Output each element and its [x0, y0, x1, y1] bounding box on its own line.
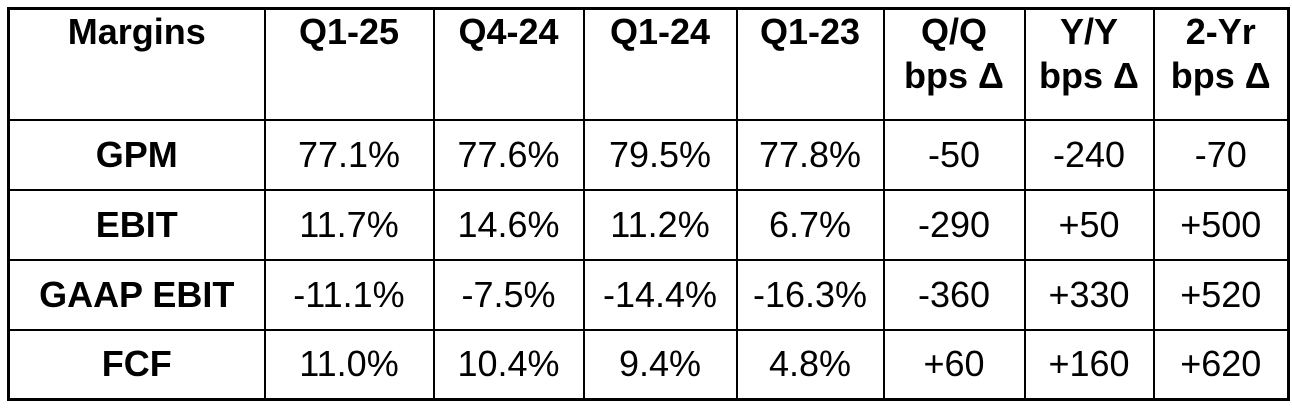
table-row-gpm: GPM 77.1% 77.6% 79.5% 77.8% -50 -240 -70 [7, 118, 1290, 191]
header-row: Margins Q1-25 Q4-24 Q1-24 Q1-23 [7, 7, 1290, 121]
data-cell: -240 [1023, 118, 1155, 191]
data-cell: +620 [1152, 328, 1290, 401]
data-cell: -16.3% [735, 258, 885, 331]
data-cell: -50 [882, 118, 1026, 191]
data-cell: 10.4% [432, 328, 585, 401]
row-label-ebit: EBIT [7, 188, 266, 261]
data-cell: +500 [1152, 188, 1290, 261]
header-label: Q1-24 [609, 11, 711, 52]
header-label: Margins [67, 11, 206, 52]
table-row-ebit: EBIT 11.7% 14.6% 11.2% 6.7% -290 +50 +50… [7, 188, 1290, 261]
header-cell-qq-bps: Q/Q bps Δ [882, 7, 1026, 121]
header-label: Q1-25 [298, 11, 400, 52]
header-sublabel: bps Δ [904, 55, 1004, 96]
header-label: 2-Yr [1185, 11, 1256, 52]
data-cell: 4.8% [735, 328, 885, 401]
header-cell-yy-bps: Y/Y bps Δ [1023, 7, 1155, 121]
data-cell: -11.1% [263, 258, 435, 331]
data-cell: 77.6% [432, 118, 585, 191]
row-label-fcf: FCF [7, 328, 266, 401]
margins-table-sheet: Margins Q1-25 Q4-24 Q1-24 Q1-23 [7, 7, 1290, 401]
data-cell: 11.2% [582, 188, 738, 261]
data-cell: +520 [1152, 258, 1290, 331]
data-cell: +160 [1023, 328, 1155, 401]
table-row-gaap-ebit: GAAP EBIT -11.1% -7.5% -14.4% -16.3% -36… [7, 258, 1290, 331]
data-cell: -290 [882, 188, 1026, 261]
data-cell: 14.6% [432, 188, 585, 261]
header-cell-q4-24: Q4-24 [432, 7, 585, 121]
data-cell: +50 [1023, 188, 1155, 261]
data-cell: +330 [1023, 258, 1155, 331]
data-cell: 77.8% [735, 118, 885, 191]
margins-table: Margins Q1-25 Q4-24 Q1-24 Q1-23 [7, 7, 1290, 401]
header-cell-q1-25: Q1-25 [263, 7, 435, 121]
data-cell: 11.0% [263, 328, 435, 401]
row-label-gaap-ebit: GAAP EBIT [7, 258, 266, 331]
header-sublabel: bps Δ [1039, 55, 1139, 96]
header-sublabel: bps Δ [1170, 55, 1271, 96]
data-cell: -14.4% [582, 258, 738, 331]
data-cell: 11.7% [263, 188, 435, 261]
row-label-gpm: GPM [7, 118, 266, 191]
header-cell-2yr-bps: 2-Yr bps Δ [1152, 7, 1290, 121]
data-cell: 9.4% [582, 328, 738, 401]
header-cell-q1-23: Q1-23 [735, 7, 885, 121]
header-cell-margins: Margins [7, 7, 266, 121]
data-cell: +60 [882, 328, 1026, 401]
header-label: Y/Y [1059, 11, 1119, 52]
data-cell: -7.5% [432, 258, 585, 331]
data-cell: 6.7% [735, 188, 885, 261]
header-cell-q1-24: Q1-24 [582, 7, 738, 121]
header-label: Q1-23 [759, 11, 861, 52]
table-row-fcf: FCF 11.0% 10.4% 9.4% 4.8% +60 +160 +620 [7, 328, 1290, 401]
data-cell: 77.1% [263, 118, 435, 191]
header-label: Q/Q [920, 11, 987, 52]
data-cell: -70 [1152, 118, 1290, 191]
header-label: Q4-24 [458, 11, 559, 52]
data-cell: 79.5% [582, 118, 738, 191]
data-cell: -360 [882, 258, 1026, 331]
